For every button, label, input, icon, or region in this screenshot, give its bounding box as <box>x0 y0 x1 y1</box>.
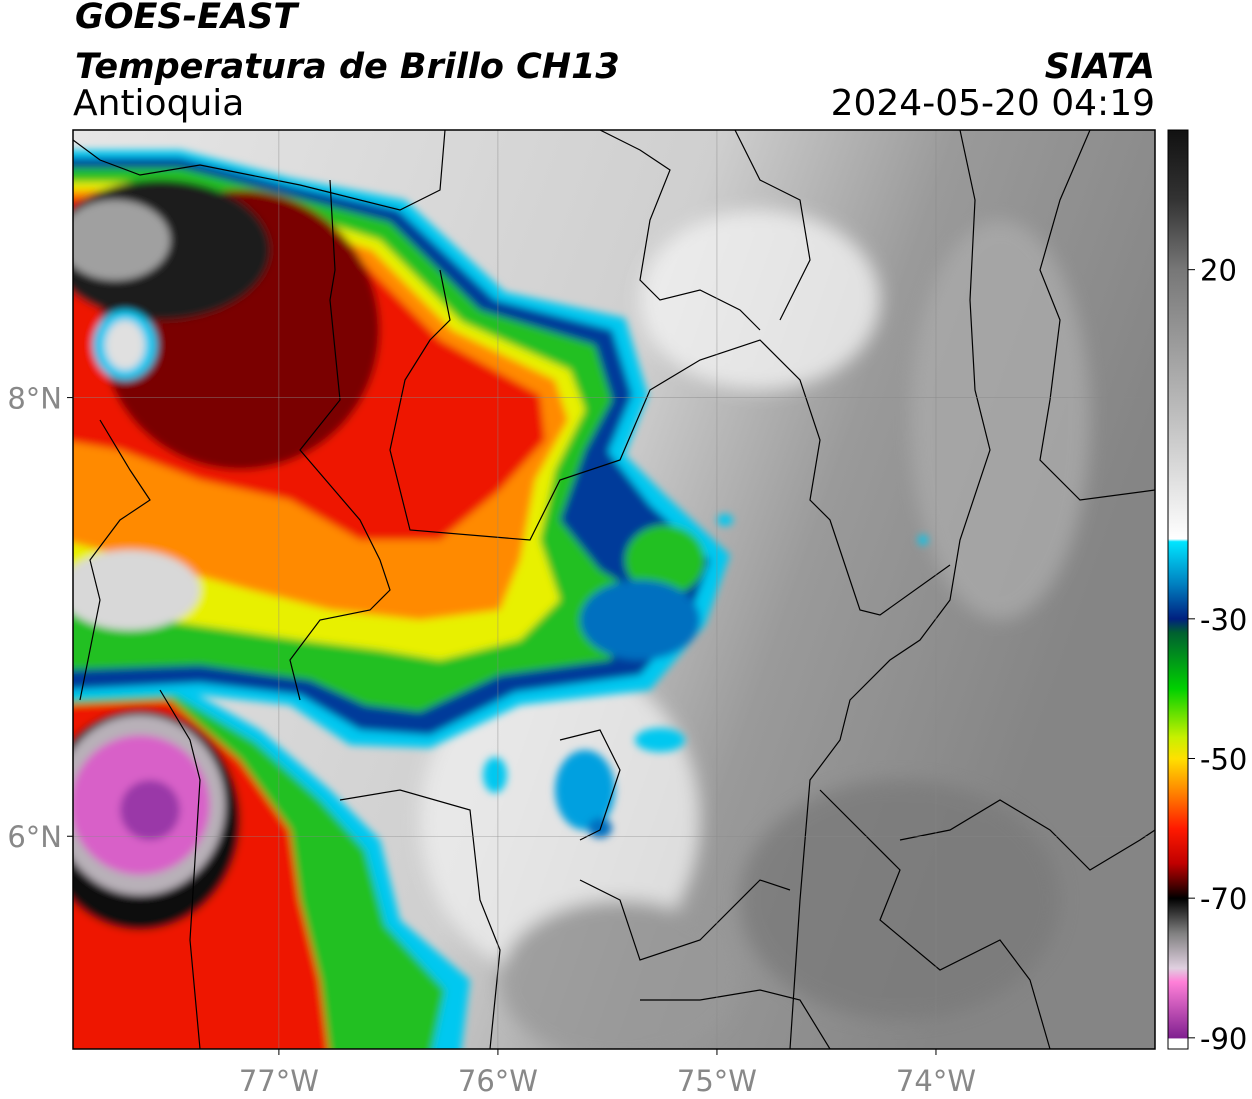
y-tick-label: 8°N <box>7 382 62 416</box>
product-title: Temperatura de Brillo CH13 <box>75 47 620 87</box>
colorbar-tick-label: 20 <box>1200 254 1237 288</box>
y-tick-label: 6°N <box>7 820 62 854</box>
map-frame <box>72 129 1156 1050</box>
x-tick-label: 75°W <box>677 1064 757 1098</box>
source-label: SIATA <box>1045 47 1155 87</box>
graticule <box>73 130 1155 1049</box>
colorbar-tick-label: -90 <box>1200 1022 1247 1056</box>
colorbar-tick-label: -70 <box>1200 882 1247 916</box>
x-tick-label: 74°W <box>896 1064 976 1098</box>
satellite-title: GOES-EAST <box>75 0 300 37</box>
colorbar-tick-label: -50 <box>1200 742 1247 776</box>
x-tick-label: 76°W <box>458 1064 538 1098</box>
x-tick-label: 77°W <box>239 1064 319 1098</box>
satellite-image <box>73 130 1155 1049</box>
colorbar <box>1167 129 1189 1050</box>
region-label: Antioquia <box>73 83 244 124</box>
datetime-label: 2024-05-20 04:19 <box>831 83 1155 124</box>
colorbar-tick-label: -30 <box>1200 603 1247 637</box>
